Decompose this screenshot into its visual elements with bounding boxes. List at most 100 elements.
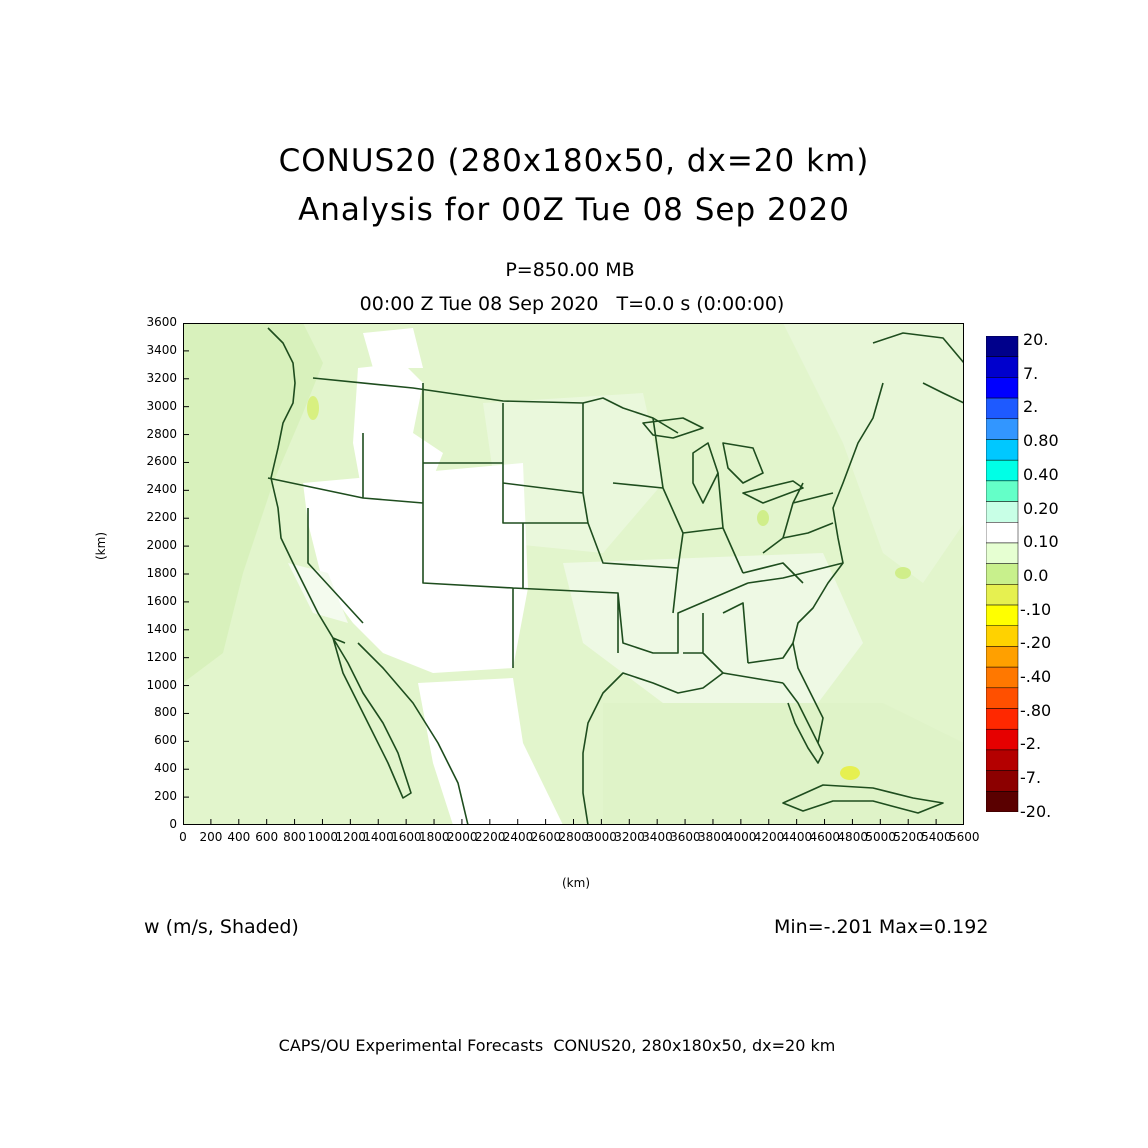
y-tick-label: 2400	[146, 482, 177, 497]
coastline-maritime	[872, 332, 964, 404]
y-tick-label: 3600	[146, 315, 177, 329]
x-tick-label: 3800	[697, 830, 729, 844]
colorbar-label: 0.20	[1023, 498, 1059, 518]
field-patch-light	[483, 393, 663, 553]
colorbar-label: 0.80	[1023, 431, 1059, 451]
x-tick-label: 3200	[614, 830, 645, 844]
colorbar-swatch	[986, 646, 1019, 668]
x-tick-label: 3400	[642, 830, 673, 844]
colorbar-swatch	[986, 791, 1019, 812]
y-tick-label: 3000	[146, 398, 177, 413]
x-tick-label: 2800	[558, 830, 590, 844]
colorbar-label: 7.	[1023, 363, 1039, 383]
field-zero-region	[418, 678, 563, 825]
x-tick-label: 5600	[949, 830, 980, 844]
x-tick-label: 5400	[921, 830, 952, 844]
valid-time: 00:00 Z Tue 08 Sep 2020 T=0.0 s (0:00:00…	[359, 293, 785, 315]
y-tick-label: 2600	[146, 454, 177, 469]
coastline-gulf	[582, 672, 784, 825]
colorbar-label: -7.	[1020, 768, 1042, 788]
y-tick-label: 1200	[146, 649, 177, 664]
x-tick-label: 2200	[474, 830, 506, 844]
y-axis-label: (km)	[94, 531, 108, 560]
field-zero-region	[303, 463, 528, 673]
field-negative-spot	[840, 766, 860, 780]
colorbar-swatch	[986, 501, 1019, 523]
x-tick-label: 2000	[446, 830, 478, 844]
field-zero-region	[363, 328, 423, 368]
field-patch-light	[783, 323, 964, 583]
x-tick-label: 1200	[335, 830, 366, 844]
y-tick-label: 3200	[146, 370, 177, 385]
variable-label: w (m/s, Shaded)	[144, 916, 299, 938]
x-tick-label: 4000	[725, 830, 757, 844]
great-lakes	[642, 417, 704, 439]
field-zero-region	[288, 563, 348, 623]
y-tick-label: 2200	[146, 510, 177, 525]
coastline-cuba	[782, 784, 944, 814]
y-tick-label: 2000	[146, 538, 177, 553]
colorbar-label: -.40	[1020, 667, 1052, 686]
colorbar-swatch	[986, 397, 1019, 420]
colorbar-swatch	[986, 480, 1019, 502]
x-tick-label: 2400	[502, 830, 534, 844]
y-tick-label: 400	[154, 761, 177, 776]
great-lakes	[722, 442, 764, 484]
x-tick-label: 1600	[391, 830, 422, 844]
colorbar-label: -20.	[1020, 801, 1052, 821]
colorbar-label: 20.	[1023, 330, 1049, 349]
colorbar-swatch	[986, 356, 1019, 378]
y-tick-label: 1600	[146, 593, 177, 608]
colorbar-swatch	[986, 666, 1019, 689]
colorbar-swatch	[986, 418, 1019, 440]
colorbar-swatch	[986, 377, 1019, 399]
y-tick-label: 1000	[146, 677, 177, 692]
colorbar-swatch	[986, 563, 1019, 585]
x-axis-label: (km)	[562, 876, 591, 890]
x-tick-label: 4800	[837, 830, 868, 844]
colorbar-swatch	[986, 459, 1019, 482]
x-tick-label: 1000	[307, 830, 338, 844]
map-title-line2: Analysis for 00Z Tue 08 Sep 2020	[298, 192, 850, 228]
y-tick-label: 1400	[146, 621, 177, 636]
y-tick-label: 2800	[146, 426, 177, 441]
coastline-florida	[782, 682, 824, 764]
colorbar-label: -.80	[1020, 700, 1052, 720]
colorbar-swatch	[986, 749, 1019, 771]
x-tick-label: 0	[179, 830, 187, 844]
coastline-mexico-west	[357, 642, 469, 825]
colorbar-swatch	[986, 336, 1019, 357]
x-tick-label: 1400	[363, 830, 394, 844]
map-plot	[183, 323, 964, 825]
field-negative-spot	[895, 567, 911, 579]
coastline-east	[792, 382, 884, 744]
colorbar-swatch	[986, 625, 1019, 647]
field-negative-spot	[757, 510, 769, 526]
colorbar-label: -.20	[1020, 633, 1052, 653]
colorbar-swatch	[986, 439, 1019, 461]
colorbar-label: 0.40	[1023, 464, 1059, 484]
x-tick-label: 4600	[809, 830, 841, 844]
x-tick-label: 800	[283, 830, 307, 844]
colorbar-swatch	[986, 728, 1019, 751]
colorbar-label: 0.0	[1023, 565, 1049, 585]
state-borders	[267, 383, 844, 674]
y-tick-label: 0	[169, 817, 177, 831]
colorbar-swatch	[986, 584, 1019, 606]
x-tick-label: 5200	[893, 830, 924, 844]
x-tick-label: 5000	[865, 830, 896, 844]
x-tick-label: 200	[199, 830, 223, 844]
colorbar-label: 2.	[1023, 397, 1039, 417]
x-tick-label: 3600	[670, 830, 701, 844]
y-tick-label: 800	[154, 705, 177, 720]
min-max-label: Min=-.201 Max=0.192	[774, 916, 989, 938]
x-axis-ticks	[183, 819, 964, 825]
y-axis-ticks	[183, 323, 189, 825]
field-patch-light	[563, 553, 863, 723]
colorbar-label: -2.	[1020, 734, 1042, 754]
x-tick-label: 4400	[781, 830, 813, 844]
x-tick-label: 4200	[753, 830, 785, 844]
colorbar-swatch	[986, 687, 1019, 709]
y-tick-label: 3400	[146, 342, 177, 357]
great-lakes	[692, 442, 719, 504]
